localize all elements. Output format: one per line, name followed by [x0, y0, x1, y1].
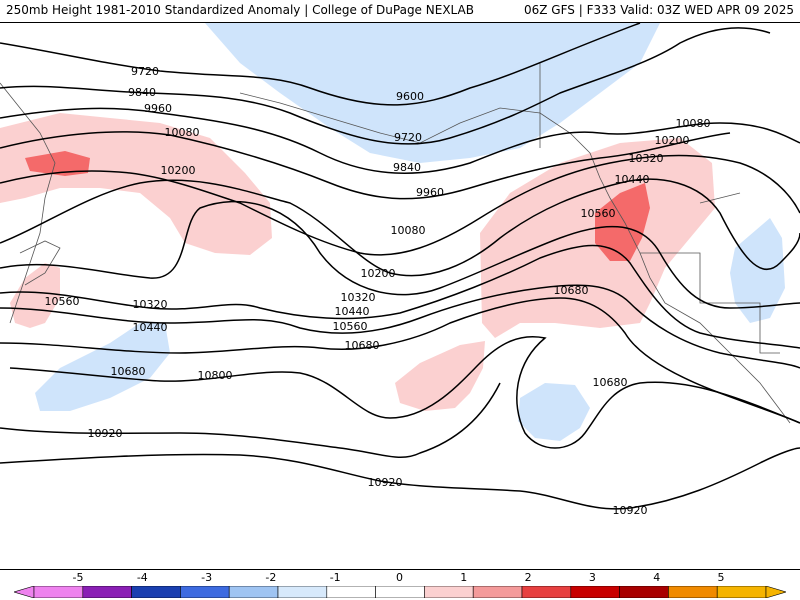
contour-label: 10680	[111, 365, 146, 378]
legend-color-swatch	[326, 586, 376, 598]
contour-label: 9840	[128, 86, 156, 99]
legend-color-swatch	[228, 586, 279, 598]
header: 250mb Height 1981-2010 Standardized Anom…	[0, 0, 800, 22]
legend-color-swatch	[619, 586, 669, 598]
contour-label: 9720	[394, 131, 422, 144]
contour-label: 10440	[615, 173, 650, 186]
legend-tick-label: 4	[653, 571, 661, 584]
legend-tick-label: 2	[524, 571, 532, 584]
contour-label: 10920	[88, 427, 123, 440]
legend-color-swatch	[668, 586, 718, 598]
contour-label: 10080	[676, 117, 711, 130]
contour-label: 10320	[629, 152, 664, 165]
color-legend: -5 -4 -3 -2 -1 0 1 2 3 4 5	[0, 570, 800, 600]
contour-label: 10920	[613, 504, 648, 517]
legend-arrow-left	[14, 586, 35, 598]
legend-color-swatch	[424, 586, 474, 598]
contour-label: 10320	[133, 298, 168, 311]
contour-label: 10080	[391, 224, 426, 237]
contour-label: 10680	[554, 284, 589, 297]
contour-label: 10560	[581, 207, 616, 220]
contour-label: 10200	[161, 164, 196, 177]
contour-label: 10320	[341, 291, 376, 304]
map-area: 9720 9840 9960 10080 10200 10320 10440 1…	[0, 22, 800, 570]
negative-anomaly-shading	[35, 23, 785, 441]
legend-color-swatch	[570, 586, 620, 598]
legend-color-bar	[14, 586, 786, 598]
legend-tick-label: -1	[329, 571, 341, 584]
legend-tick-label: 5	[717, 571, 725, 584]
legend-tick-label: -3	[201, 571, 213, 584]
legend-tick-label: 1	[460, 571, 468, 584]
legend-tick-label: 0	[396, 571, 403, 584]
legend-color-swatch	[716, 586, 767, 598]
contour-label: 10440	[133, 321, 168, 334]
contour-label: 10680	[593, 376, 628, 389]
legend-tick-label: -5	[72, 571, 84, 584]
legend-color-swatch	[82, 586, 132, 598]
legend-color-swatch	[180, 586, 230, 598]
legend-color-swatch	[277, 586, 328, 598]
contour-label: 10560	[333, 320, 368, 333]
legend-arrow-right	[765, 586, 786, 598]
contour-label: 9720	[131, 65, 159, 78]
contour-label: 10680	[345, 339, 380, 352]
legend-color-swatch	[33, 586, 84, 598]
legend-color-swatch	[131, 586, 181, 598]
height-contours	[0, 23, 800, 510]
legend-color-swatch	[472, 586, 523, 598]
contour-label: 10440	[335, 305, 370, 318]
legend-tick-label: 3	[588, 571, 596, 584]
contour-label: 10920	[368, 476, 403, 489]
coastlines	[0, 63, 791, 424]
legend-tick-label: -4	[136, 571, 148, 584]
contour-label: 10800	[198, 369, 233, 382]
contour-labels: 9720 9840 9960 10080 10200 10320 10440 1…	[45, 65, 711, 517]
contour-label: 10560	[45, 295, 80, 308]
contour-label: 10200	[655, 134, 690, 147]
contour-label: 10080	[165, 126, 200, 139]
model-run-info: 06Z GFS | F333 Valid: 03Z WED APR 09 202…	[523, 3, 794, 17]
contour-label: 9960	[144, 102, 172, 115]
contour-label: 9840	[393, 161, 421, 174]
contour-label: 10200	[361, 267, 396, 280]
legend-color-swatch	[521, 586, 572, 598]
map-title: 250mb Height 1981-2010 Standardized Anom…	[6, 3, 474, 17]
legend-tick-label: -2	[265, 571, 277, 584]
contour-label: 9960	[416, 186, 444, 199]
anomaly-map: 9720 9840 9960 10080 10200 10320 10440 1…	[0, 23, 800, 517]
legend-color-swatch	[375, 586, 425, 598]
contour-label: 9600	[396, 90, 424, 103]
